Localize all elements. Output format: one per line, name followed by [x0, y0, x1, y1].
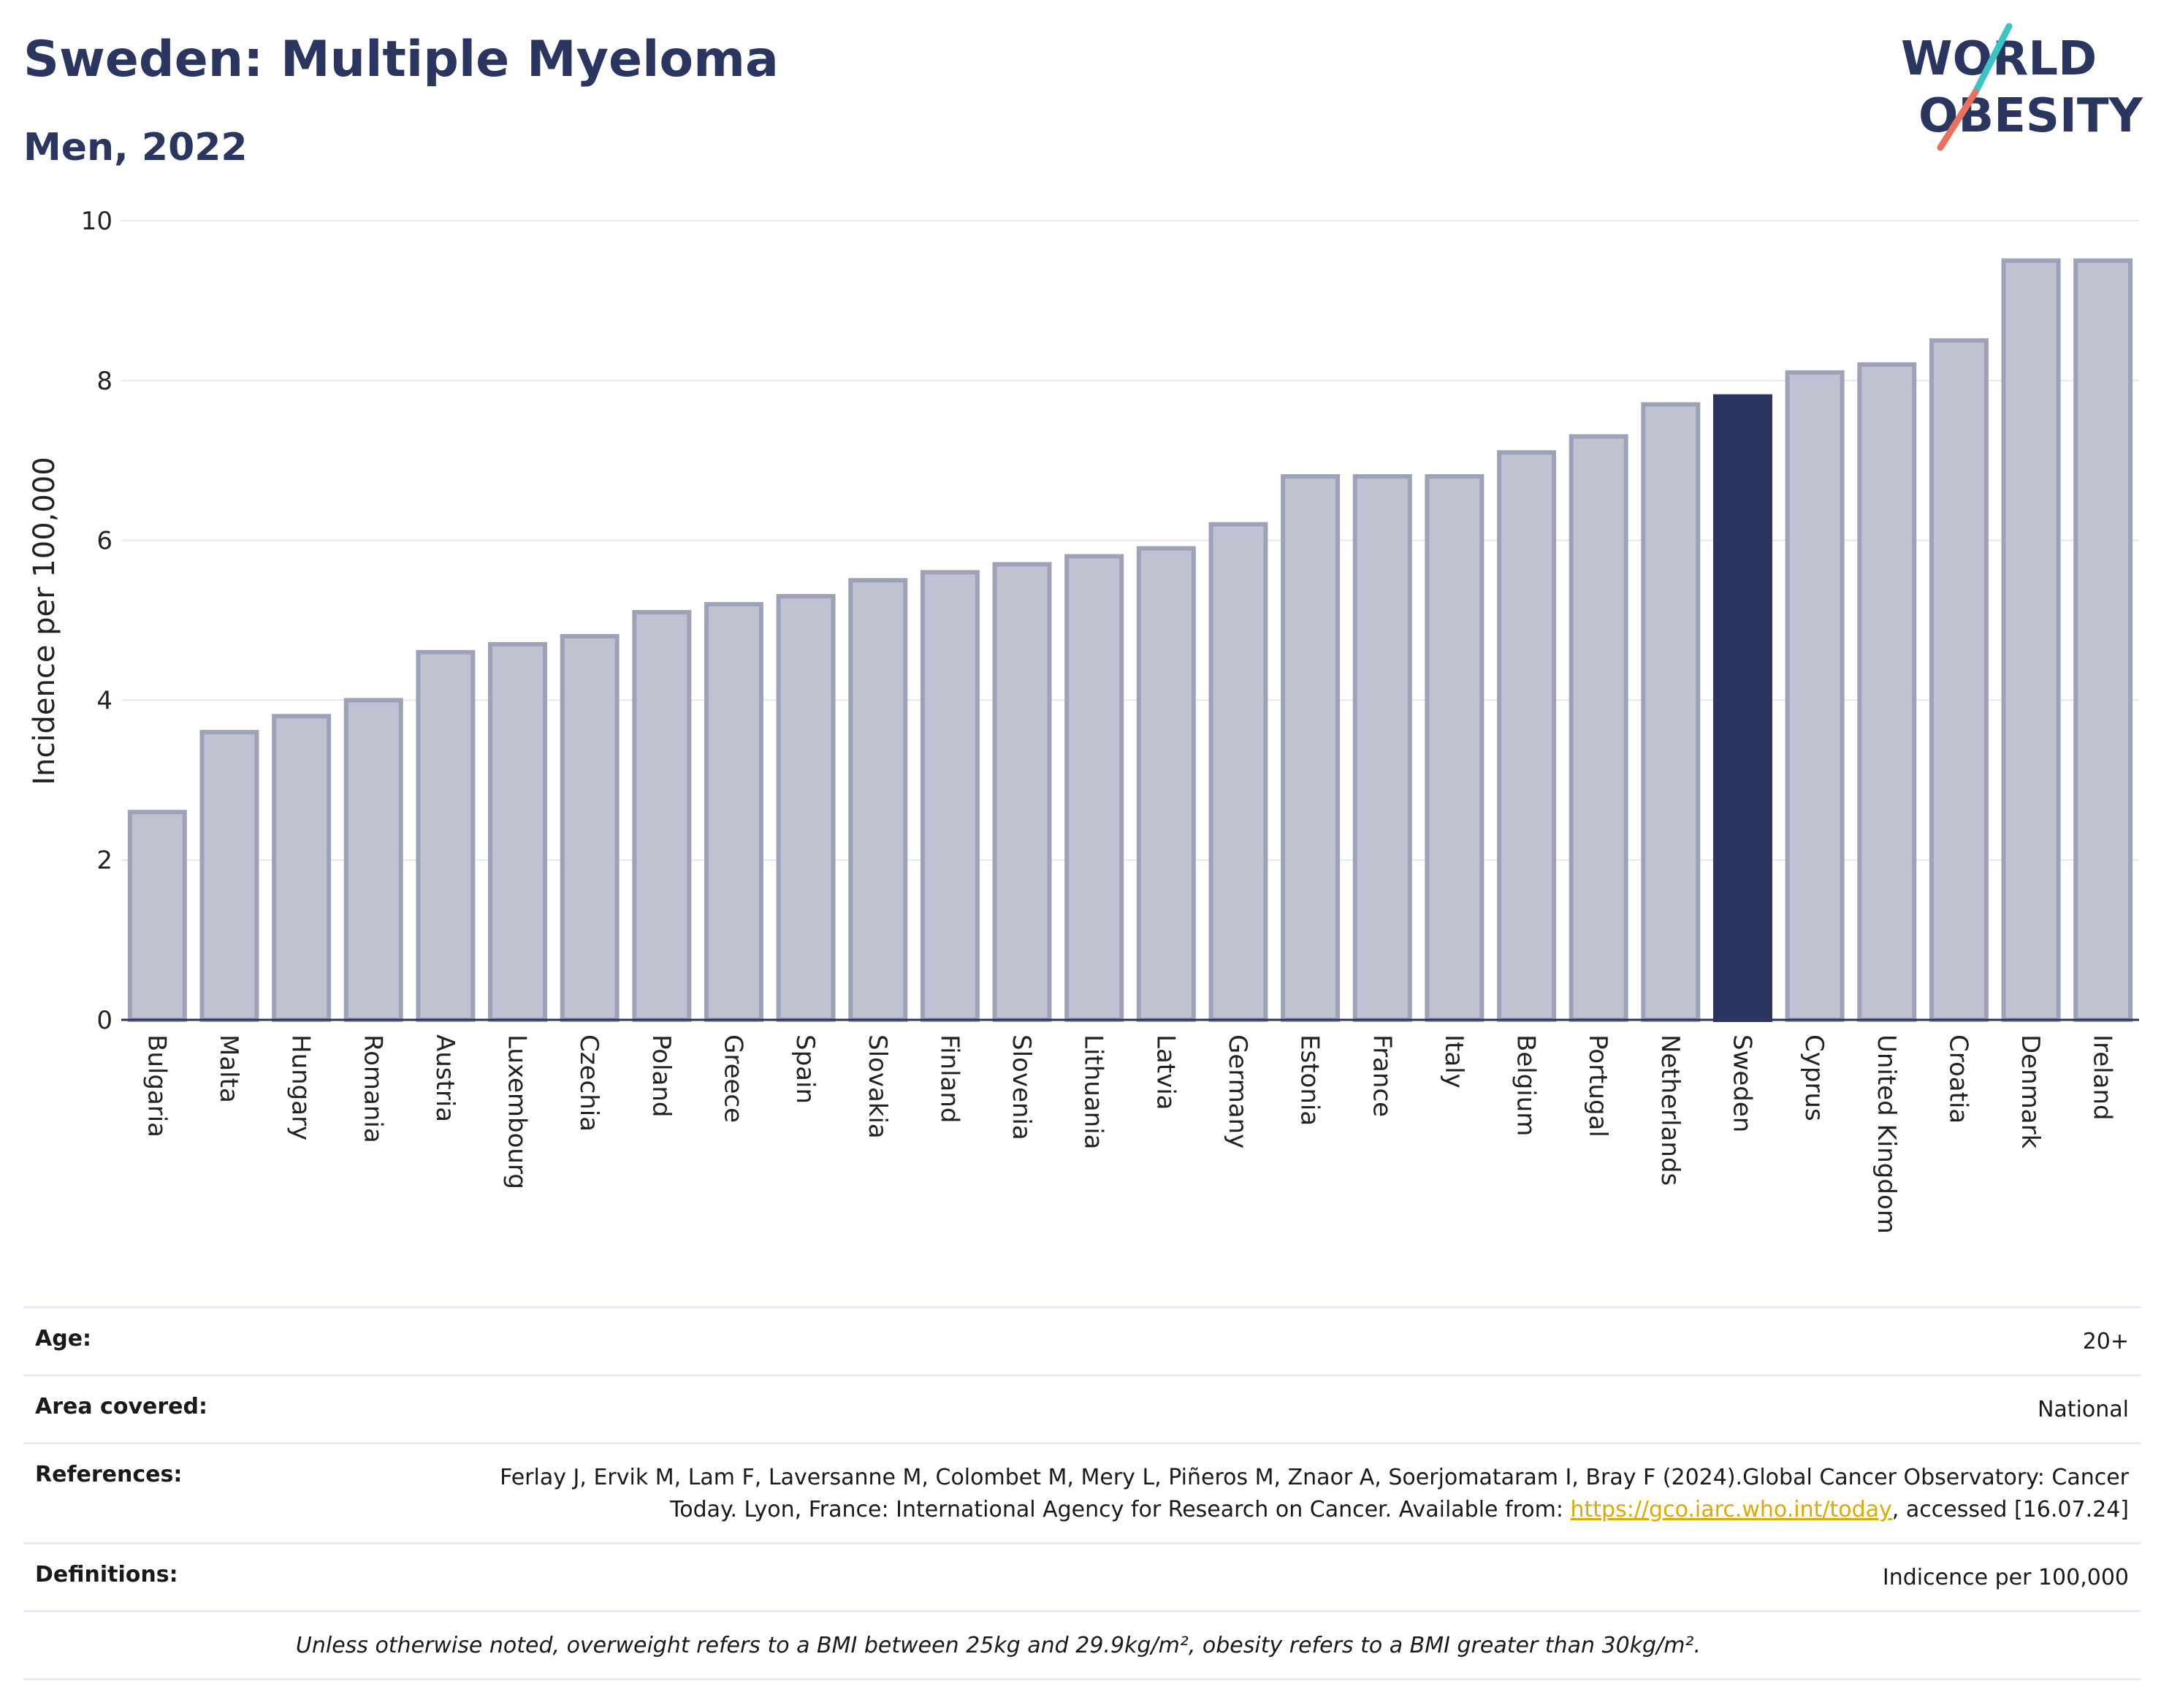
bar-slovenia — [992, 562, 1052, 1022]
meta-row-definitions: Definitions: Indicence per 100,000 — [23, 1542, 2141, 1610]
x-tick-label: Cyprus — [1799, 1034, 1829, 1121]
x-tick-label: Estonia — [1295, 1034, 1325, 1126]
x-tick-label: United Kingdom — [1872, 1034, 1901, 1234]
references-link[interactable]: https://gco.iarc.who.int/today — [1570, 1497, 1892, 1522]
bar-united-kingdom — [1857, 362, 1917, 1023]
x-tick-label: Malta — [214, 1034, 243, 1103]
y-tick-label: 0 — [96, 1006, 113, 1035]
chart-title: Sweden: Multiple Myeloma — [23, 31, 779, 88]
x-tick-label: Hungary — [286, 1034, 316, 1140]
meta-row-references: References: Ferlay J, Ervik M, Lam F, La… — [23, 1442, 2141, 1542]
x-tick-label: Romania — [358, 1034, 387, 1143]
y-tick-label: 4 — [96, 686, 113, 715]
bar-finland — [920, 570, 980, 1022]
definitions-label: Definitions: — [35, 1562, 178, 1587]
x-tick-label: Sweden — [1727, 1034, 1756, 1132]
bar-greece — [704, 602, 763, 1022]
x-tick-label: Slovenia — [1007, 1034, 1036, 1140]
bar-denmark — [2001, 258, 2061, 1023]
bar-austria — [416, 649, 476, 1022]
x-tick-label: Austria — [430, 1034, 460, 1122]
bar-sweden — [1712, 394, 1772, 1022]
x-tick-label: Netherlands — [1655, 1034, 1685, 1186]
x-tick-label: Belgium — [1512, 1034, 1541, 1136]
bar-belgium — [1497, 450, 1557, 1022]
y-tick-label: 8 — [96, 367, 113, 396]
logo-slash-coral — [1937, 88, 1979, 151]
bar-czechia — [560, 633, 620, 1022]
x-tick-label: Czechia — [574, 1034, 603, 1132]
y-tick-label: 6 — [96, 527, 113, 556]
bar-chart: 0 2 4 6 8 10 Bulgaria Malta Hungary Romania Austr… — [28, 207, 2139, 1234]
x-tick-label: Ireland — [2088, 1034, 2117, 1121]
bar-bulgaria — [127, 809, 187, 1023]
x-tick-label: Slovakia — [863, 1034, 892, 1139]
y-tick-label: 10 — [81, 207, 113, 236]
y-axis-ticks: 0 2 4 6 8 10 — [81, 207, 113, 1035]
references-text: Ferlay J, Ervik M, Lam F, Laversanne M, … — [500, 1465, 2129, 1522]
bar-lithuania — [1064, 554, 1124, 1022]
references-value: Ferlay J, Ervik M, Lam F, Laversanne M, … — [463, 1462, 2129, 1526]
world-obesity-logo: WORLD OBESITY — [1901, 23, 2143, 151]
area-label: Area covered: — [35, 1394, 207, 1419]
metadata-table: Age: 20+ Area covered: National Referenc… — [23, 1306, 2141, 1680]
bar-france — [1352, 474, 1412, 1022]
x-tick-label: Greece — [718, 1034, 747, 1123]
age-label: Age: — [35, 1326, 92, 1351]
area-value: National — [2037, 1397, 2129, 1422]
bar-italy — [1425, 474, 1485, 1022]
x-tick-label: Croatia — [1943, 1034, 1973, 1124]
x-tick-label: France — [1367, 1034, 1396, 1117]
x-tick-label: Germany — [1223, 1034, 1252, 1148]
meta-row-area: Area covered: National — [23, 1374, 2141, 1442]
bar-croatia — [1929, 338, 1989, 1023]
y-tick-label: 2 — [96, 846, 113, 875]
bar-cyprus — [1785, 370, 1845, 1022]
bar-germany — [1208, 522, 1268, 1022]
x-axis-ticks: Bulgaria Malta Hungary Romania Austria Luxemb… — [142, 1034, 2116, 1234]
bars — [127, 258, 2133, 1023]
bar-slovakia — [848, 578, 908, 1022]
bar-luxembourg — [488, 641, 548, 1022]
x-tick-label: Bulgaria — [142, 1034, 171, 1137]
bar-portugal — [1569, 434, 1628, 1022]
bar-poland — [632, 610, 692, 1022]
definitions-value: Indicence per 100,000 — [1882, 1565, 2129, 1590]
x-tick-label: Italy — [1439, 1034, 1468, 1089]
x-tick-label: Poland — [647, 1034, 676, 1118]
x-tick-label: Lithuania — [1079, 1034, 1108, 1149]
x-tick-label: Spain — [790, 1034, 820, 1104]
bar-latvia — [1136, 546, 1196, 1022]
y-axis-title: Incidence per 100,000 — [28, 457, 61, 785]
x-tick-label: Latvia — [1151, 1034, 1180, 1110]
x-tick-label: Finland — [934, 1034, 964, 1124]
age-value: 20+ — [2082, 1329, 2129, 1354]
logo-slash-teal — [1972, 23, 2013, 96]
references-tail: , accessed [16.07.24] — [1891, 1497, 2129, 1522]
bar-ireland — [2073, 258, 2133, 1023]
references-label: References: — [35, 1462, 183, 1487]
logo-text-obesity: OBESITY — [1918, 89, 2143, 143]
obesity-definition-note: Unless otherwise noted, overweight refer… — [295, 1633, 1701, 1658]
meta-row-note: Unless otherwise noted, overweight refer… — [23, 1610, 2141, 1680]
meta-row-age: Age: 20+ — [23, 1306, 2141, 1374]
bar-hungary — [272, 714, 332, 1023]
x-tick-label: Luxembourg — [503, 1034, 532, 1189]
bar-spain — [776, 594, 836, 1022]
bar-estonia — [1281, 474, 1341, 1022]
x-tick-label: Denmark — [2016, 1034, 2045, 1149]
bar-netherlands — [1641, 402, 1701, 1022]
chart-subtitle: Men, 2022 — [23, 126, 248, 169]
bar-romania — [343, 698, 403, 1023]
x-tick-label: Portugal — [1583, 1034, 1612, 1137]
bar-malta — [199, 730, 259, 1022]
